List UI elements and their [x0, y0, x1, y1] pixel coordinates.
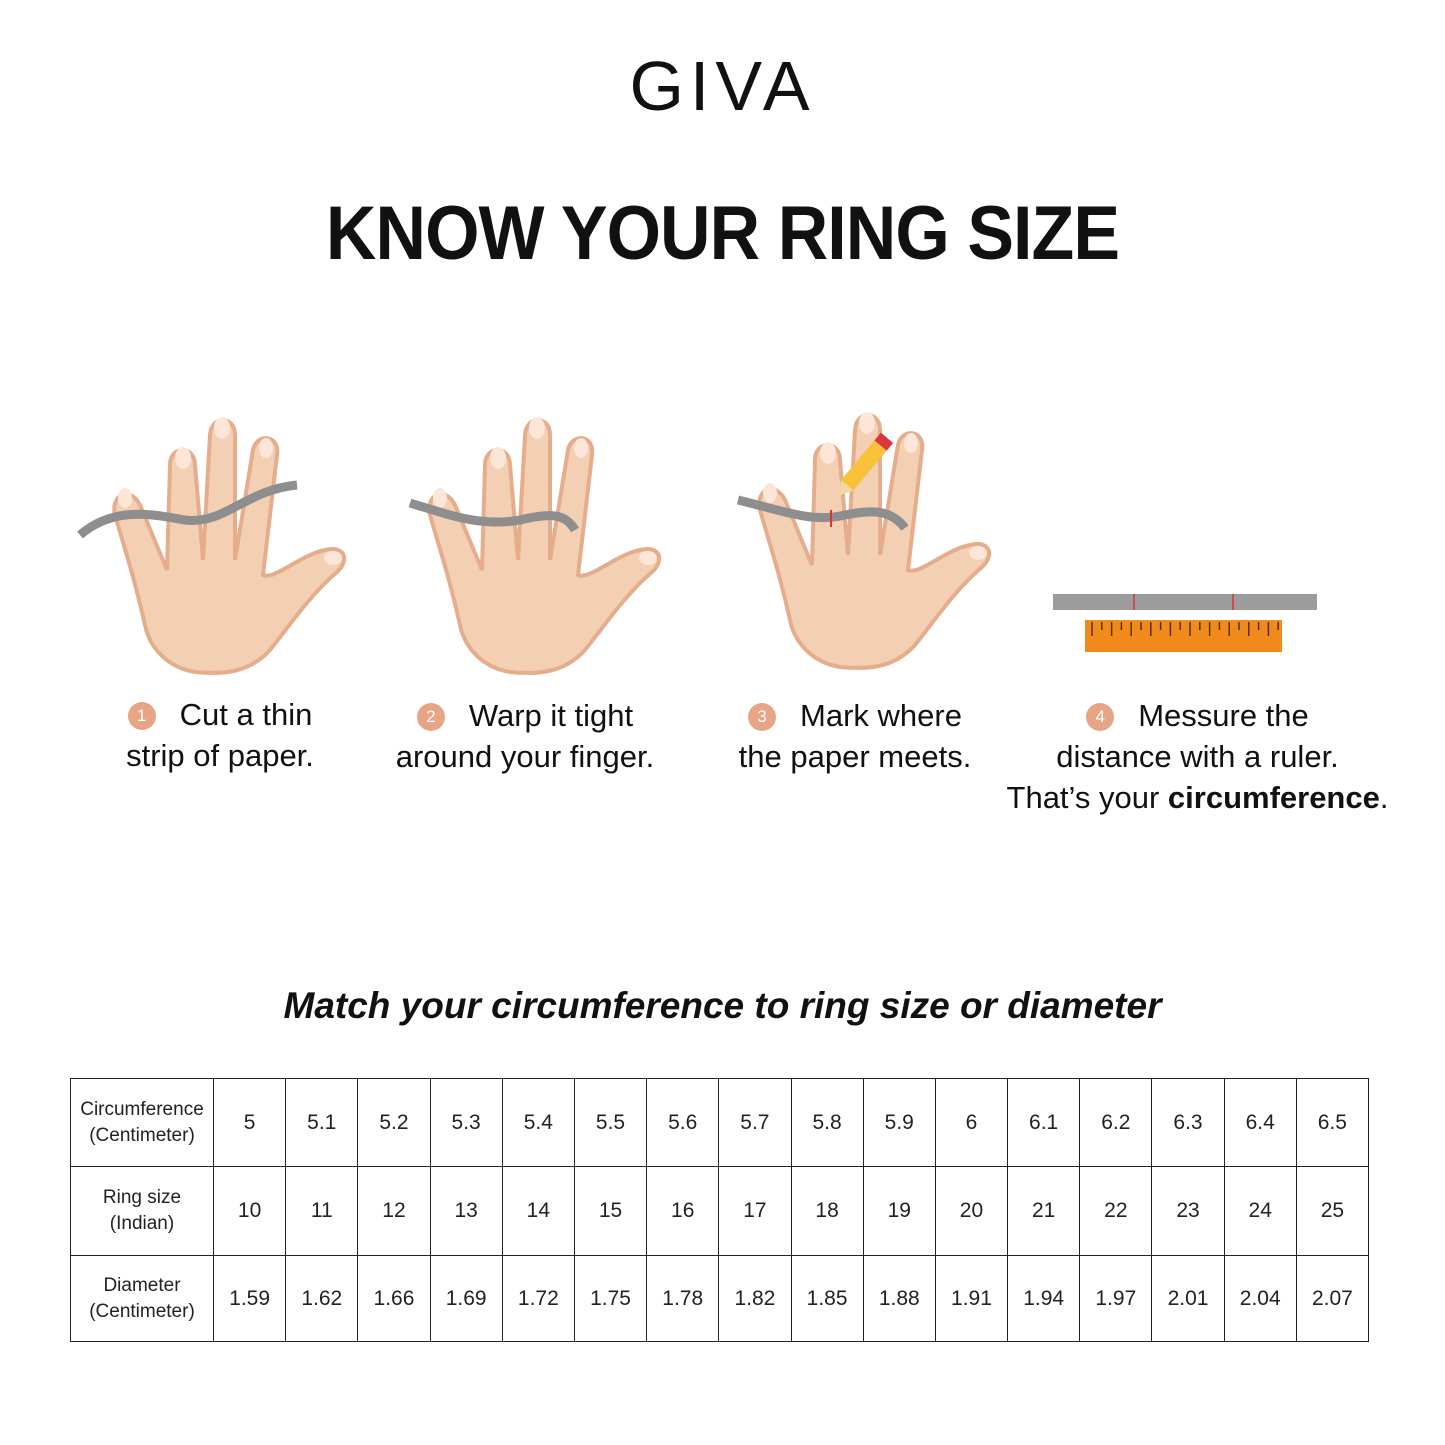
step-2: 2 Warp it tight around your finger. [395, 698, 655, 774]
table-cell: 23 [1151, 1166, 1225, 1256]
table-cell: 1.72 [501, 1255, 575, 1342]
table-cell: 15 [573, 1166, 648, 1256]
table-cell: 5.8 [790, 1078, 864, 1167]
table-cell: 1.82 [718, 1255, 792, 1342]
table-cell: 1.85 [790, 1255, 864, 1342]
table-cell: 1.75 [573, 1255, 648, 1342]
hand-wrap-finger-illustration [408, 415, 662, 675]
paper-strip [408, 498, 579, 533]
table-cell: 17 [718, 1166, 792, 1256]
page-title: KNOW YOUR RING SIZE [325, 191, 1120, 276]
table-cell: 5.7 [718, 1078, 792, 1167]
step-number-badge: 4 [1086, 703, 1115, 731]
step-number-badge: 1 [127, 702, 156, 730]
hand-mark-paper-illustration [736, 410, 992, 670]
table-cell: 16 [646, 1166, 720, 1256]
table-cell: 5.9 [862, 1078, 936, 1167]
pencil-icon [838, 432, 894, 497]
table-cell: 1.62 [285, 1255, 359, 1342]
table-cell: 24 [1223, 1166, 1297, 1256]
table-cell: 2.01 [1151, 1255, 1225, 1342]
table-cell: 2.07 [1295, 1255, 1370, 1342]
step-1: 1 Cut a thin strip of paper. [126, 697, 314, 773]
step-number-badge: 2 [416, 703, 445, 731]
table-cell: 12 [357, 1166, 431, 1256]
step-4: 4 Messure the distance with a ruler. That… [1006, 698, 1389, 815]
table-cell: 11 [285, 1166, 359, 1256]
step-3: 3 Mark where the paper meets. [738, 698, 972, 774]
table-cell: 19 [862, 1166, 936, 1256]
table-cell: 1.88 [862, 1255, 936, 1342]
table-cell: 5.3 [429, 1078, 503, 1167]
table-cell: 5.1 [285, 1078, 359, 1167]
table-cell: 13 [429, 1166, 503, 1256]
ring-size-table: Circumference (Centimeter) 5 5.1 5.2 5.3 5.4 5.… [70, 1078, 1370, 1342]
table-cell: 1.97 [1079, 1255, 1153, 1342]
table-cell: 5 [212, 1078, 287, 1167]
table-cell: 1.78 [646, 1255, 720, 1342]
table-cell: 6 [934, 1078, 1009, 1167]
table-cell: 6.2 [1079, 1078, 1153, 1167]
table-row: Circumference (Centimeter) 5 5.1 5.2 5.3 5.4 5.… [70, 1078, 1370, 1167]
table-cell: 14 [501, 1166, 575, 1256]
row-header: Circumference (Centimeter) [70, 1078, 214, 1167]
paper-strip [736, 495, 909, 531]
table-cell: 6.1 [1007, 1078, 1081, 1167]
table-cell: 1.94 [1007, 1255, 1081, 1342]
giva-logo: GIVA [629, 47, 816, 125]
table-cell: 18 [790, 1166, 864, 1256]
table-cell: 6.3 [1151, 1078, 1225, 1167]
table-cell: 5.6 [646, 1078, 720, 1167]
table-cell: 5.2 [357, 1078, 431, 1167]
table-cell: 1.69 [429, 1255, 503, 1342]
table-cell: 10 [212, 1166, 287, 1256]
table-subtitle: Match your circumference to ring size or… [283, 985, 1162, 1026]
table-cell: 20 [934, 1166, 1009, 1256]
row-header: Diameter (Centimeter) [70, 1255, 214, 1342]
hand-cut-strip-illustration [77, 415, 347, 675]
table-cell: 1.59 [212, 1255, 287, 1342]
table-cell: 1.91 [934, 1255, 1009, 1342]
step-number-badge: 3 [748, 703, 777, 731]
table-cell: 21 [1007, 1166, 1081, 1256]
table-cell: 6.5 [1295, 1078, 1370, 1167]
row-header: Ring size (Indian) [70, 1166, 214, 1256]
table-cell: 5.5 [573, 1078, 648, 1167]
paper-strip [77, 480, 298, 539]
table-cell: 25 [1295, 1166, 1370, 1256]
table-cell: 22 [1079, 1166, 1153, 1256]
table-cell: 6.4 [1223, 1078, 1297, 1167]
table-cell: 5.4 [501, 1078, 575, 1167]
table-cell: 2.04 [1223, 1255, 1297, 1342]
table-row: Ring size (Indian) 10 11 12 13 14 15 16 17 18 19 20 2… [70, 1166, 1370, 1256]
table-row: Diameter (Centimeter) 1.59 1.62 1.66 1.69 1.72… [70, 1255, 1370, 1342]
ruler-illustration [1053, 594, 1317, 652]
table-cell: 1.66 [357, 1255, 431, 1342]
